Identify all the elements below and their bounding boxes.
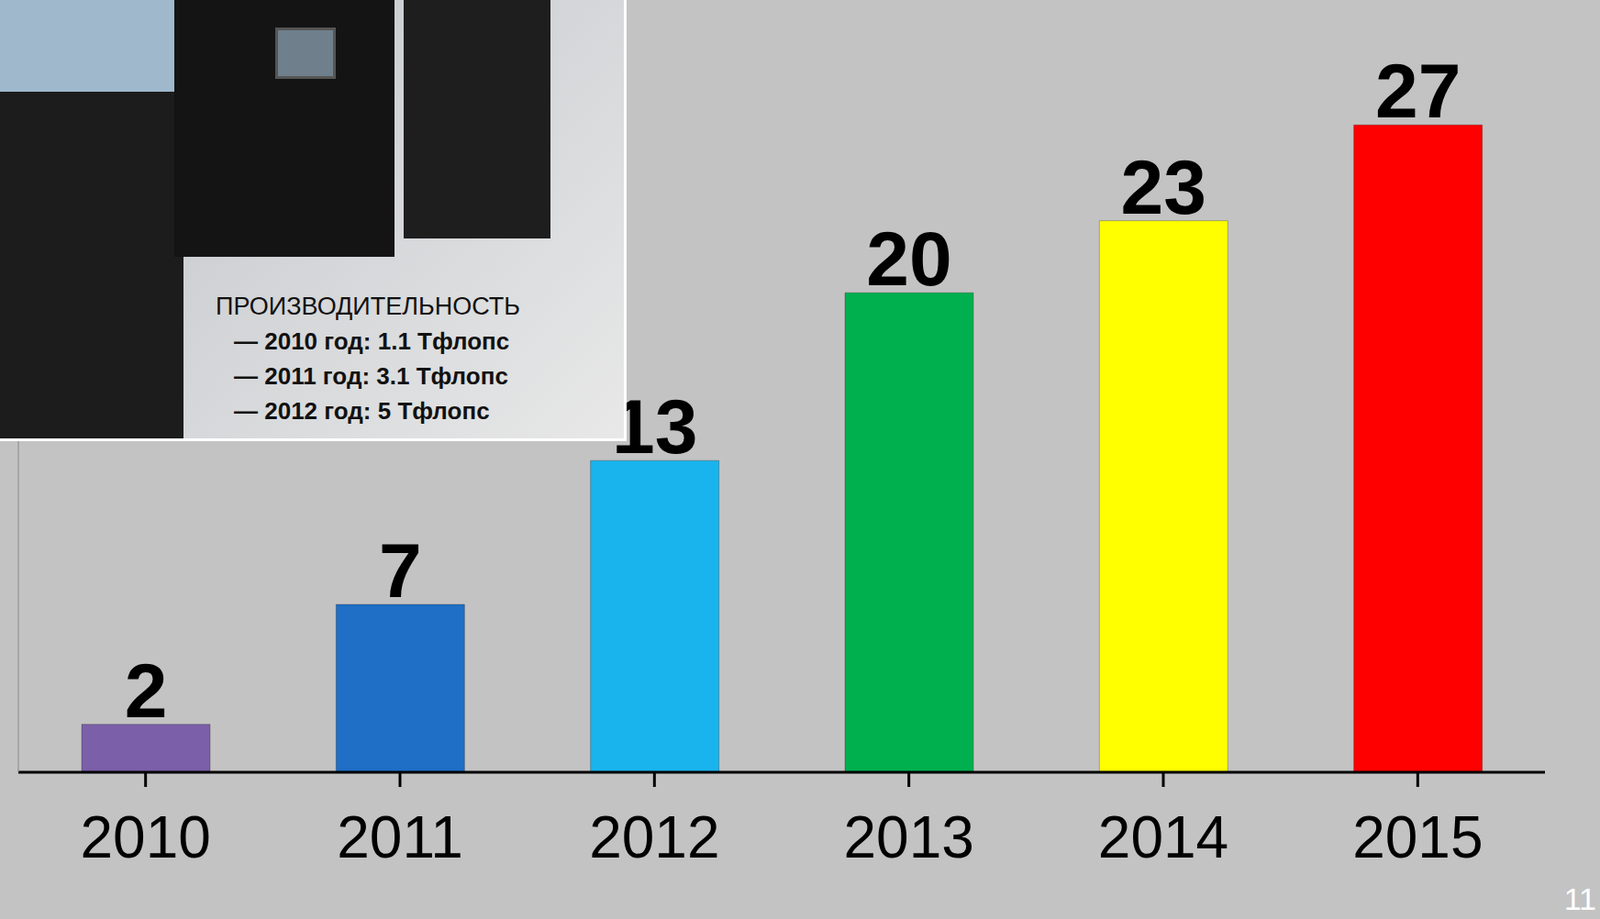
html-text:— 2011 год: 3.1 Тфлопс: — 2011 год: 3.1 Тфлопс	[233, 362, 509, 390]
svg-text:2010: 2010	[79, 804, 211, 871]
svg-text:7: 7	[378, 527, 423, 614]
svg-text:27: 27	[1375, 47, 1461, 134]
html-text:— 2012 год: 5 Тфлопс: — 2012 год: 5 Тфлопс	[233, 397, 490, 425]
svg-text:2013: 2013	[843, 804, 974, 871]
svg-text:2012: 2012	[588, 804, 720, 871]
svg-text:2014: 2014	[1098, 804, 1229, 871]
svg-text:23: 23	[1121, 144, 1207, 231]
svg-text:2015: 2015	[1352, 804, 1483, 871]
svg-text:2: 2	[124, 647, 168, 734]
html-text:— 2010 год: 1.1 Тфлопс: — 2010 год: 1.1 Тфлопс	[233, 327, 510, 356]
svg-text:20: 20	[866, 215, 952, 302]
svg-text:13: 13	[611, 383, 698, 470]
html-text:ПРОИЗВОДИТЕЛЬНОСТЬ: ПРОИЗВОДИТЕЛЬНОСТЬ	[215, 292, 521, 321]
svg-text:2011: 2011	[336, 804, 464, 871]
html-text:11: 11	[1563, 881, 1597, 917]
